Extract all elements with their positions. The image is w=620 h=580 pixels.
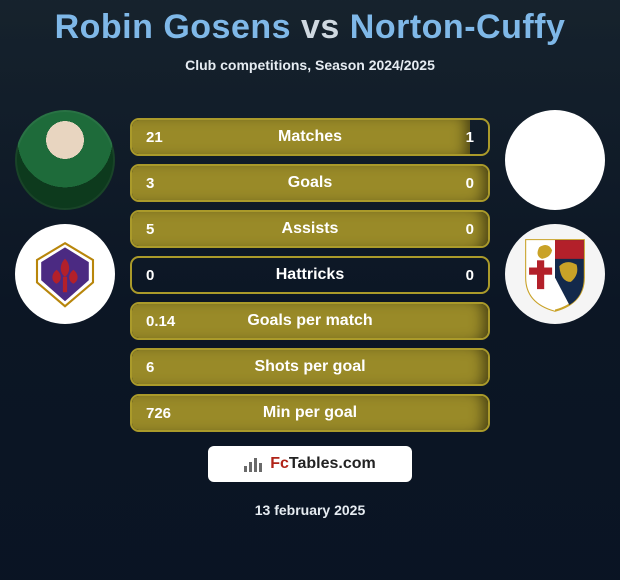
logo-prefix: Fc — [270, 455, 289, 472]
bar-chart-icon — [244, 456, 264, 472]
fiorentina-crest-icon — [30, 239, 100, 309]
date-label: 13 february 2025 — [0, 502, 620, 518]
stat-row: 0Hattricks0 — [130, 256, 490, 294]
left-avatar-column — [10, 110, 120, 338]
stat-row-inner: 3Goals0 — [132, 166, 488, 200]
player1-club-badge — [15, 224, 115, 324]
right-avatar-column — [500, 110, 610, 338]
stat-label: Assists — [132, 220, 488, 238]
player1-avatar — [15, 110, 115, 210]
title-player2: Norton-Cuffy — [350, 8, 566, 46]
player2-avatar — [505, 110, 605, 210]
stat-row: 5Assists0 — [130, 210, 490, 248]
stat-row-inner: 6Shots per goal — [132, 350, 488, 384]
stat-label: Goals — [132, 174, 488, 192]
stat-label: Matches — [132, 128, 488, 146]
stat-row: 6Shots per goal — [130, 348, 490, 386]
stat-label: Shots per goal — [132, 358, 488, 376]
stat-row-inner: 0.14Goals per match — [132, 304, 488, 338]
stat-label: Min per goal — [132, 404, 488, 422]
stat-row-inner: 21Matches1 — [132, 120, 488, 154]
stat-row: 0.14Goals per match — [130, 302, 490, 340]
logo-suffix: Tables.com — [289, 455, 376, 472]
title-vs: vs — [301, 8, 340, 46]
player2-club-badge — [505, 224, 605, 324]
fctables-logo: FcTables.com — [208, 446, 412, 482]
subtitle: Club competitions, Season 2024/2025 — [0, 57, 620, 73]
content-wrapper: Robin Gosens vs Norton-Cuffy Club compet… — [0, 0, 620, 580]
stat-row: 3Goals0 — [130, 164, 490, 202]
genoa-crest-icon — [519, 234, 591, 314]
stat-label: Hattricks — [132, 266, 488, 284]
fctables-text: FcTables.com — [270, 455, 376, 473]
stat-row-inner: 5Assists0 — [132, 212, 488, 246]
page-title: Robin Gosens vs Norton-Cuffy — [0, 0, 620, 47]
stat-row: 726Min per goal — [130, 394, 490, 432]
stat-row-inner: 726Min per goal — [132, 396, 488, 430]
stat-row: 21Matches1 — [130, 118, 490, 156]
stat-row-inner: 0Hattricks0 — [132, 258, 488, 292]
stats-bar-list: 21Matches1 3Goals0 5Assists0 0Hattricks0 0.1… — [130, 118, 490, 440]
title-player1: Robin Gosens — [55, 8, 291, 46]
stat-label: Goals per match — [132, 312, 488, 330]
